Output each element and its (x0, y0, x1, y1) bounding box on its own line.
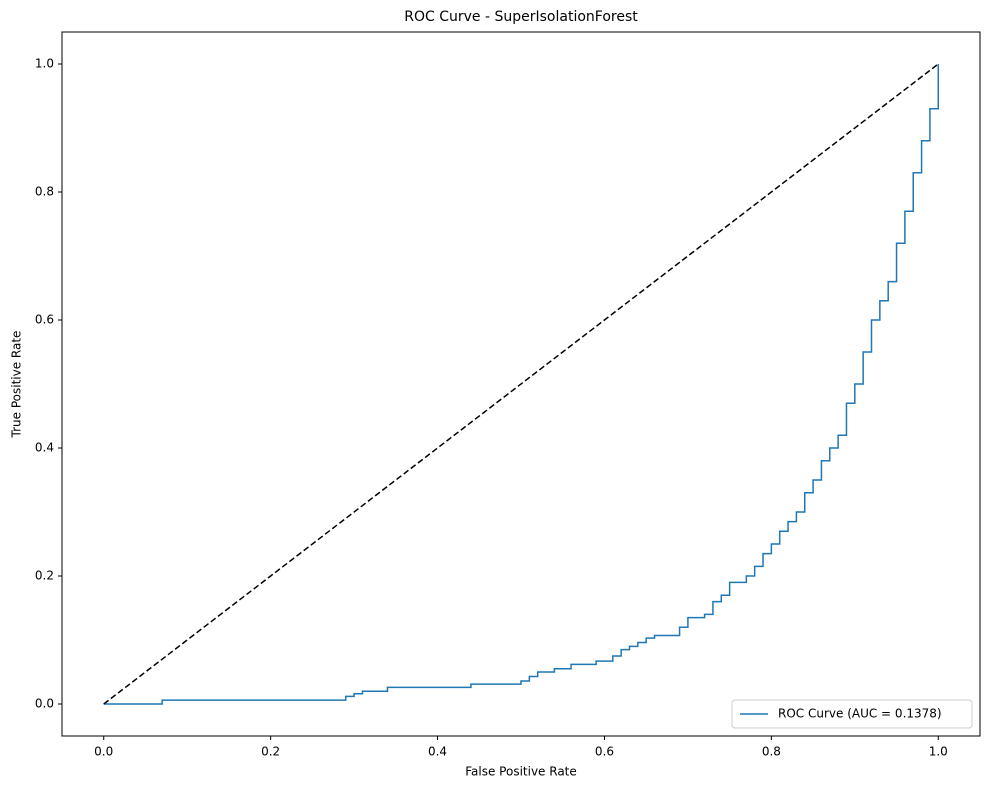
x-tick-label: 0.8 (762, 745, 781, 759)
y-tick-label: 0.0 (35, 697, 54, 711)
y-tick-label: 0.4 (35, 441, 54, 455)
line-series (103, 64, 940, 705)
y-tick-label: 1.0 (35, 57, 54, 71)
x-tick-label: 1.0 (929, 745, 948, 759)
x-axis-label: False Positive Rate (465, 765, 577, 779)
y-tick-label: 0.2 (35, 569, 54, 583)
y-tick-label: 0.6 (35, 313, 54, 327)
legend-label: ROC Curve (AUC = 0.1378) (778, 707, 942, 721)
line-series (103, 63, 939, 705)
x-tick-label: 0.0 (94, 745, 113, 759)
y-tick-label: 0.8 (35, 185, 54, 199)
y-axis-label: True Positive Rate (10, 331, 24, 439)
x-tick-label: 0.2 (261, 745, 280, 759)
x-tick-label: 0.6 (595, 745, 614, 759)
chart-title: ROC Curve - SuperIsolationForest (404, 9, 638, 25)
plot-frame (61, 31, 981, 737)
legend-box (731, 699, 973, 729)
x-tick-label: 0.4 (428, 745, 447, 759)
